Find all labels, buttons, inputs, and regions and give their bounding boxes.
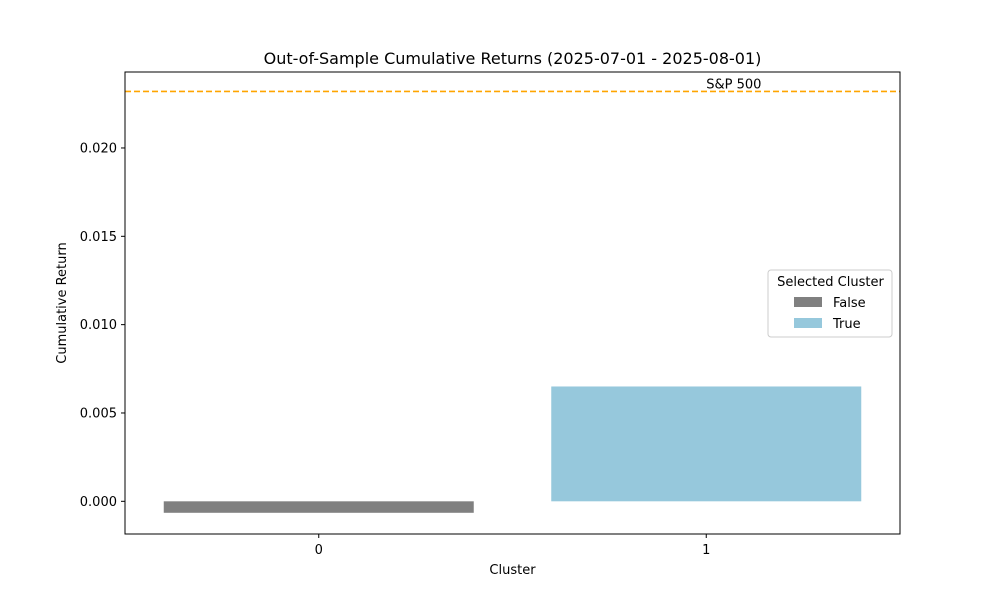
bar-cluster-1: [551, 386, 862, 502]
legend-swatch-false: [794, 297, 822, 307]
y-tick-label: 0.015: [80, 230, 117, 245]
y-tick-label: 0.005: [80, 406, 117, 421]
y-tick-label: 0.010: [80, 318, 117, 333]
legend: Selected Cluster False True: [767, 269, 893, 338]
legend-label-false: False: [833, 296, 866, 311]
y-tick-label: 0.020: [80, 141, 117, 156]
x-tick-label: 1: [702, 543, 710, 558]
legend-title: Selected Cluster: [777, 275, 884, 290]
plot-frame: [124, 71, 901, 535]
reference-line-label: S&P 500: [706, 77, 761, 92]
y-tick-label: 0.000: [80, 495, 117, 510]
y-axis-label: Cumulative Return: [55, 242, 70, 363]
x-tick-label: 0: [315, 543, 323, 558]
legend-swatch-true: [794, 318, 822, 328]
plot-area: S&P 500 0.000 0.005 0.010 0.015 0.020 0 1: [80, 77, 900, 558]
bar-cluster-0: [163, 501, 474, 513]
x-axis-label: Cluster: [489, 563, 536, 578]
chart-title: Out-of-Sample Cumulative Returns (2025-0…: [264, 49, 762, 68]
legend-label-true: True: [832, 317, 861, 332]
